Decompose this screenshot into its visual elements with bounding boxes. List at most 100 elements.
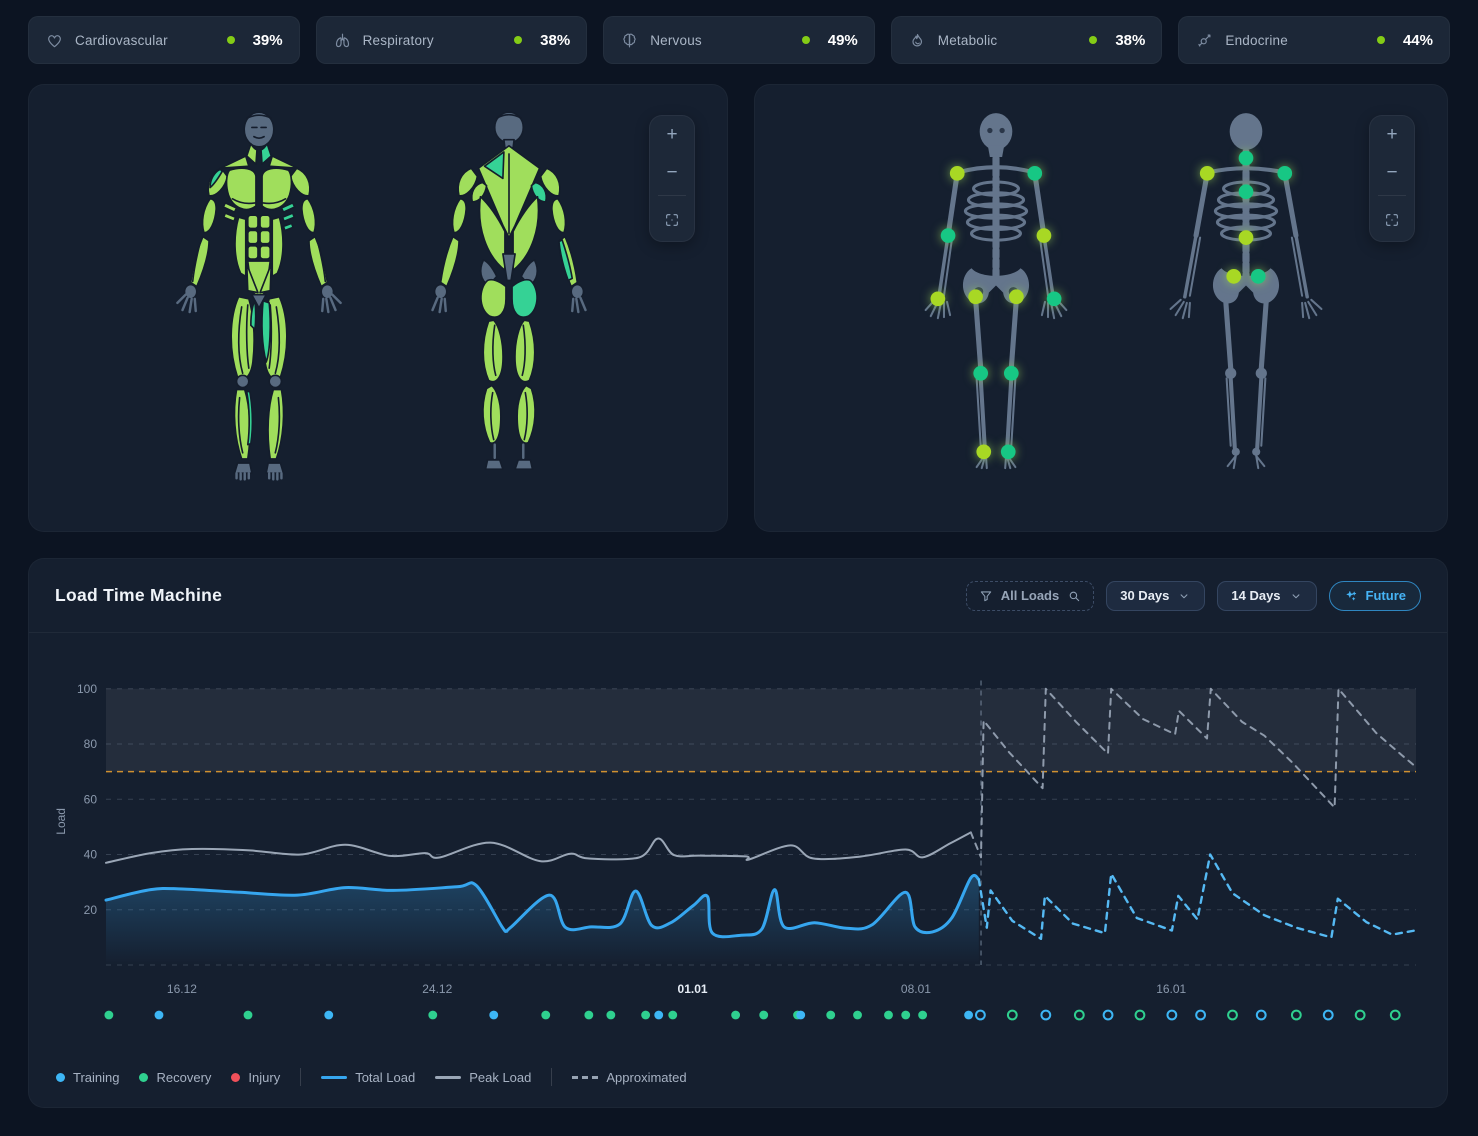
event-dot[interactable] bbox=[1354, 1009, 1366, 1021]
event-dot[interactable] bbox=[428, 1010, 438, 1020]
event-dot[interactable] bbox=[1195, 1009, 1206, 1021]
event-dot[interactable] bbox=[104, 1010, 114, 1020]
event-dot[interactable] bbox=[1389, 1009, 1401, 1021]
stat-card-metabolic[interactable]: Metabolic 38% bbox=[890, 16, 1163, 64]
joint-marker[interactable] bbox=[1036, 228, 1052, 243]
event-dot[interactable] bbox=[641, 1010, 651, 1020]
skeleton-figure-front[interactable] bbox=[877, 105, 1115, 513]
legend-item-injury[interactable]: Injury bbox=[231, 1070, 280, 1085]
svg-text:80: 80 bbox=[84, 737, 98, 751]
future-toggle-button[interactable]: Future bbox=[1328, 580, 1421, 611]
series-total-load bbox=[104, 873, 981, 939]
joint-marker[interactable] bbox=[1027, 165, 1043, 181]
legend-divider bbox=[300, 1068, 302, 1086]
event-dot[interactable] bbox=[1166, 1009, 1178, 1021]
load-chart[interactable]: 100 80 60 40 20 Load 16.12 24.12 01.01 08.01 16.01 bbox=[29, 655, 1449, 1027]
stat-label: Endocrine bbox=[1225, 32, 1288, 48]
joint-marker[interactable] bbox=[973, 365, 989, 381]
legend-item-recovery[interactable]: Recovery bbox=[139, 1070, 211, 1085]
stat-card-endocrine[interactable]: Endocrine 44% bbox=[1178, 16, 1450, 64]
chart-controls: All Loads 30 Days 14 Days Future bbox=[965, 580, 1421, 611]
skeleton-fit-view-button[interactable] bbox=[1370, 199, 1414, 241]
muscle-zoom-in-button[interactable]: + bbox=[650, 116, 694, 154]
joint-marker[interactable] bbox=[1199, 165, 1215, 181]
event-dot[interactable] bbox=[668, 1010, 678, 1020]
stat-value: 44% bbox=[1402, 31, 1433, 49]
muscle-figure-front[interactable] bbox=[137, 105, 381, 513]
joint-marker[interactable] bbox=[930, 291, 946, 307]
all-loads-filter-button[interactable]: All Loads bbox=[965, 580, 1095, 611]
joint-marker[interactable] bbox=[949, 165, 965, 181]
legend-dot bbox=[231, 1072, 241, 1082]
skeleton-zoom-in-button[interactable]: + bbox=[1370, 116, 1414, 154]
skeleton-anatomy-panel: + − bbox=[754, 84, 1448, 532]
event-dot[interactable] bbox=[541, 1010, 551, 1020]
series-total-load-approximated bbox=[977, 853, 1417, 940]
future-range-value: 14 Days bbox=[1231, 588, 1281, 603]
future-range-dropdown[interactable]: 14 Days bbox=[1217, 580, 1317, 611]
divider bbox=[1378, 195, 1406, 196]
event-dot[interactable] bbox=[324, 1010, 334, 1020]
joint-marker[interactable] bbox=[1000, 444, 1016, 460]
joint-marker[interactable] bbox=[1046, 291, 1062, 307]
event-dot[interactable] bbox=[489, 1010, 499, 1020]
event-dot[interactable] bbox=[1073, 1009, 1085, 1021]
joint-marker[interactable] bbox=[1238, 230, 1254, 245]
event-dot[interactable] bbox=[1040, 1009, 1052, 1021]
stat-card-cardiovascular[interactable]: Cardiovascular 39% bbox=[28, 16, 300, 64]
joint-marker[interactable] bbox=[1009, 289, 1024, 305]
joint-marker[interactable] bbox=[940, 228, 956, 243]
legend-item-peak-load[interactable]: Peak Load bbox=[435, 1070, 531, 1085]
event-dot[interactable] bbox=[1134, 1009, 1146, 1021]
legend-item-approximated[interactable]: Approximated bbox=[572, 1070, 687, 1085]
event-dot[interactable] bbox=[606, 1010, 616, 1020]
event-dot[interactable] bbox=[974, 1009, 986, 1021]
event-dot[interactable] bbox=[918, 1010, 928, 1020]
muscle-figure-back[interactable] bbox=[387, 105, 631, 513]
skeleton-figure-back[interactable] bbox=[1127, 105, 1365, 513]
event-dot[interactable] bbox=[759, 1010, 769, 1020]
joint-marker[interactable] bbox=[1238, 184, 1254, 200]
event-dot[interactable] bbox=[1255, 1009, 1267, 1021]
joint-marker[interactable] bbox=[1250, 269, 1266, 284]
event-dot[interactable] bbox=[901, 1010, 911, 1020]
legend-item-total-load[interactable]: Total Load bbox=[321, 1070, 415, 1085]
stat-card-nervous[interactable]: Nervous 49% bbox=[603, 16, 875, 64]
skeleton-zoom-out-button[interactable]: − bbox=[1370, 154, 1414, 192]
legend-item-training[interactable]: Training bbox=[56, 1070, 119, 1085]
gland-icon bbox=[1195, 31, 1214, 50]
event-dot[interactable] bbox=[1227, 1009, 1238, 1021]
joint-marker[interactable] bbox=[1003, 365, 1019, 381]
joint-marker[interactable] bbox=[1226, 269, 1242, 284]
heart-icon bbox=[45, 31, 64, 50]
chevron-down-icon bbox=[1292, 593, 1299, 598]
event-dot[interactable] bbox=[964, 1010, 973, 1020]
sparkles-icon bbox=[1346, 590, 1356, 600]
event-dot[interactable] bbox=[884, 1010, 893, 1020]
muscle-fit-view-button[interactable] bbox=[650, 199, 694, 241]
status-dot bbox=[801, 36, 810, 44]
muscle-zoom-out-button[interactable]: − bbox=[650, 154, 694, 192]
event-dot[interactable] bbox=[826, 1010, 836, 1020]
event-dot[interactable] bbox=[1290, 1009, 1302, 1021]
stat-label: Cardiovascular bbox=[75, 32, 168, 48]
event-dot[interactable] bbox=[1006, 1009, 1018, 1021]
chart-legend: Training Recovery Injury Total Load Peak Loa… bbox=[56, 1063, 687, 1091]
event-dot[interactable] bbox=[154, 1010, 164, 1020]
stat-card-respiratory[interactable]: Respiratory 38% bbox=[315, 16, 588, 64]
past-range-dropdown[interactable]: 30 Days bbox=[1106, 580, 1206, 611]
event-dot[interactable] bbox=[731, 1010, 741, 1020]
status-dot bbox=[226, 36, 235, 44]
event-dot[interactable] bbox=[1322, 1009, 1334, 1021]
event-dot[interactable] bbox=[584, 1010, 594, 1020]
joint-marker[interactable] bbox=[968, 289, 983, 305]
event-dot[interactable] bbox=[243, 1010, 253, 1020]
legend-dash bbox=[572, 1075, 599, 1079]
joint-marker[interactable] bbox=[1277, 165, 1293, 181]
event-dot[interactable] bbox=[853, 1010, 862, 1020]
event-dot[interactable] bbox=[796, 1010, 806, 1020]
joint-marker[interactable] bbox=[976, 444, 992, 460]
joint-marker[interactable] bbox=[1238, 150, 1254, 166]
event-dot[interactable] bbox=[654, 1010, 664, 1020]
event-dot[interactable] bbox=[1102, 1009, 1114, 1021]
